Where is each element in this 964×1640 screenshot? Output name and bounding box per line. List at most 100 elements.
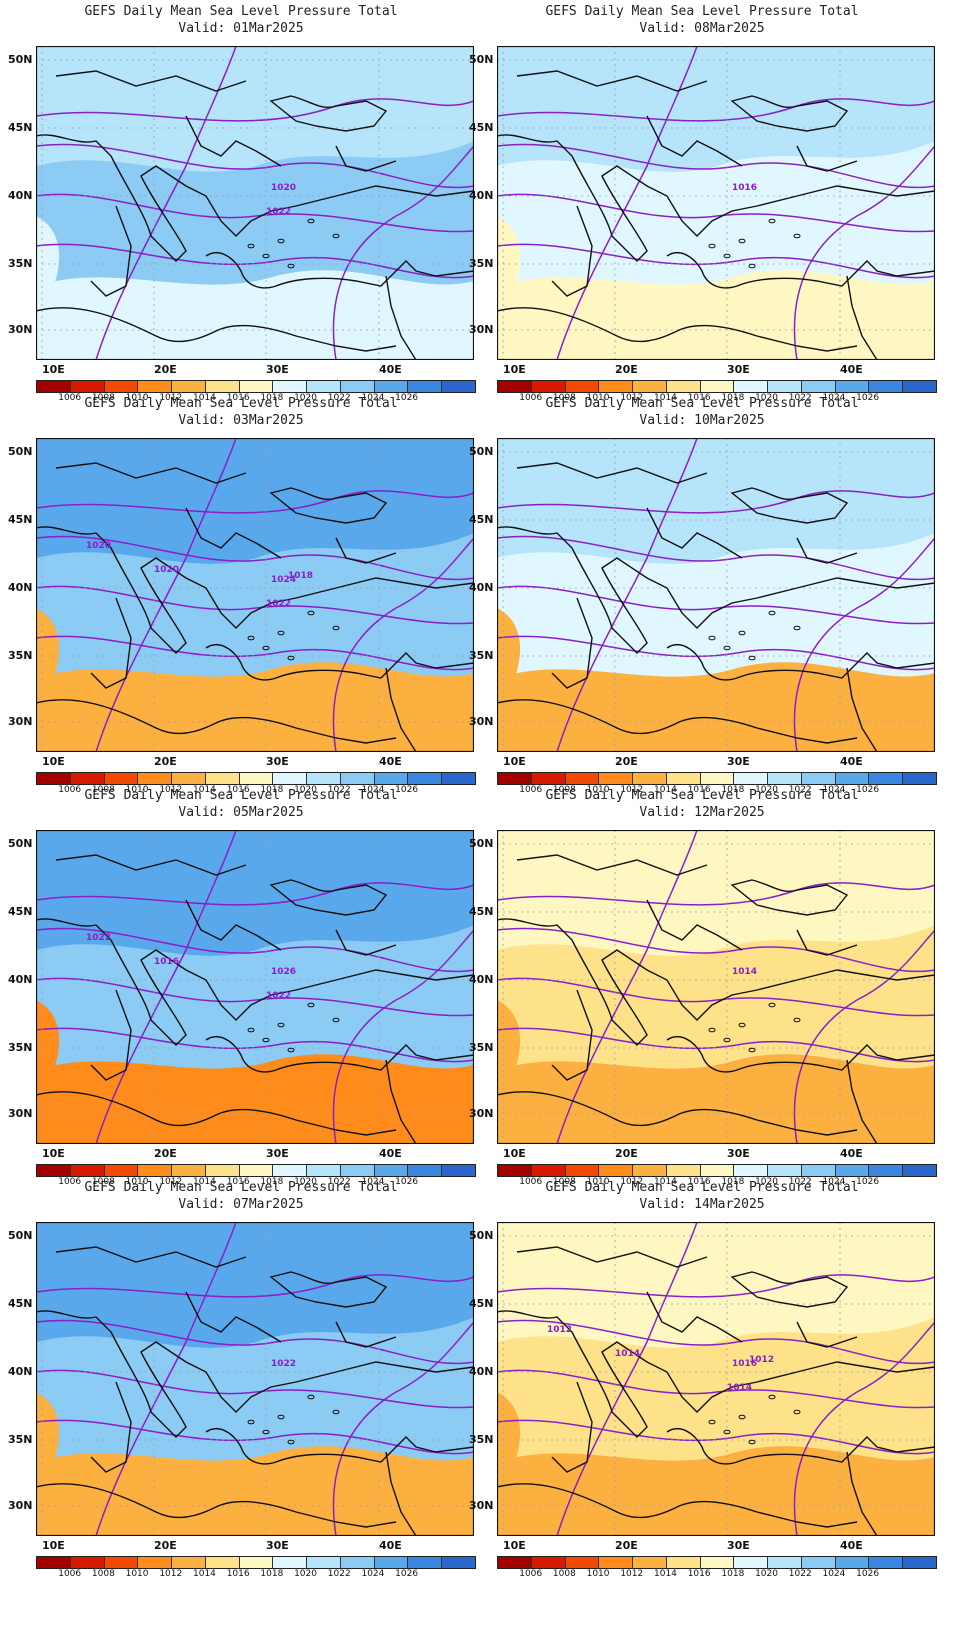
isobar-label: 1026 xyxy=(271,967,296,977)
panel-title: GEFS Daily Mean Sea Level Pressure Total xyxy=(84,1180,398,1195)
coastline-border xyxy=(385,1059,417,1144)
map-canvas: 1016 xyxy=(497,46,935,360)
isobar-label: 1016 xyxy=(154,957,179,967)
colorbar-swatch xyxy=(700,1165,735,1176)
pressure-field-south xyxy=(497,1446,935,1536)
coastline-border xyxy=(666,644,935,681)
isobar-contour xyxy=(36,193,474,233)
isobar-label: 1016 xyxy=(732,1359,757,1369)
colorbar-swatch xyxy=(374,773,409,784)
colorbar-label: 1014 xyxy=(193,393,216,403)
coastline-border xyxy=(516,70,708,92)
island-outline xyxy=(768,610,776,616)
coastline-border xyxy=(497,1310,935,1438)
island-outline xyxy=(287,1439,295,1445)
island-outline xyxy=(738,1022,746,1028)
lat-tick-label: 50N xyxy=(8,837,33,850)
isobar-contour xyxy=(497,535,935,581)
colorbar-swatch xyxy=(869,1165,904,1176)
isobar-contour xyxy=(332,1321,474,1536)
lon-tick-label: 30E xyxy=(266,755,289,768)
colorbar-swatch xyxy=(531,1557,566,1568)
colorbar xyxy=(36,1556,476,1569)
lon-tick-label: 10E xyxy=(42,1147,65,1160)
isobar-contour xyxy=(793,1321,935,1536)
lat-tick-label: 35N xyxy=(8,1433,33,1446)
colorbar-swatch xyxy=(104,1165,139,1176)
colorbar-swatch xyxy=(869,1557,904,1568)
lat-tick-label: 50N xyxy=(469,837,494,850)
colorbar-swatch xyxy=(239,773,274,784)
isobar-contour xyxy=(36,635,474,671)
island-outline xyxy=(748,655,756,661)
colorbar-swatch xyxy=(498,773,532,784)
isobar-label: 1012 xyxy=(547,1325,572,1335)
isobar-contour xyxy=(36,490,474,514)
coastline-border xyxy=(269,487,388,524)
lat-tick-label: 30N xyxy=(8,323,33,336)
island-outline xyxy=(287,263,295,269)
map-frame xyxy=(36,830,474,1144)
coastline-border xyxy=(497,134,935,262)
map-frame xyxy=(36,1222,474,1536)
island-outline xyxy=(768,218,776,224)
island-outline xyxy=(277,1022,285,1028)
coastline-border xyxy=(335,1321,397,1348)
isobar-contour xyxy=(95,438,237,752)
coastline-border xyxy=(205,1036,474,1073)
pressure-field-south xyxy=(497,270,935,360)
coastline-border xyxy=(36,918,474,1046)
pressure-map: 1026 1022 1022 1016 xyxy=(36,830,474,1144)
colorbar-label: 1018 xyxy=(721,1569,745,1579)
colorbar-label: 1022 xyxy=(788,393,812,403)
pressure-field-north xyxy=(36,1222,474,1348)
coastline-border xyxy=(646,507,743,559)
map-frame xyxy=(497,1222,935,1536)
colorbar-label: 1010 xyxy=(125,393,149,403)
colorbar-swatch xyxy=(307,381,341,392)
coastline-border xyxy=(666,252,935,289)
lat-tick-label: 45N xyxy=(469,1297,494,1310)
isobar-contour xyxy=(36,535,474,581)
map-canvas: 1022 xyxy=(36,1222,474,1536)
colorbar-swatch xyxy=(498,1557,532,1568)
lon-tick-label: 30E xyxy=(727,755,750,768)
coastline-border xyxy=(36,307,397,352)
coastline-border xyxy=(385,667,417,752)
map-canvas xyxy=(497,438,935,752)
lon-tick-label: 40E xyxy=(379,755,402,768)
colorbar-swatch xyxy=(531,381,566,392)
pressure-field-west xyxy=(36,1000,60,1100)
colorbar-swatch xyxy=(666,773,701,784)
colorbar-swatch xyxy=(408,1165,443,1176)
coastline-border xyxy=(846,667,878,752)
lat-tick-label: 30N xyxy=(8,1107,33,1120)
island-outline xyxy=(262,645,270,651)
coastline-border xyxy=(90,989,132,1081)
coastline-border xyxy=(36,1310,474,1438)
coastline-border xyxy=(269,1271,388,1308)
colorbar-label: 1008 xyxy=(91,393,115,403)
colorbar-label: 1024 xyxy=(822,785,846,795)
colorbar-swatch xyxy=(70,773,105,784)
island-outline xyxy=(768,1394,776,1400)
island-outline xyxy=(247,243,255,249)
isobar-contour xyxy=(36,585,474,625)
colorbar-swatch xyxy=(172,381,206,392)
colorbar-swatch xyxy=(408,773,443,784)
map-canvas: 1020 1022 xyxy=(36,46,474,360)
colorbar-label: 1026 xyxy=(395,1177,419,1187)
lon-tick-label: 10E xyxy=(503,363,526,376)
colorbar-label: 1012 xyxy=(620,393,644,403)
lon-tick-label: 40E xyxy=(379,363,402,376)
lat-tick-label: 30N xyxy=(469,1107,494,1120)
isobar-contour xyxy=(36,927,474,973)
isobar-contour xyxy=(95,830,237,1144)
colorbar-swatch xyxy=(565,773,600,784)
colorbar-swatch xyxy=(768,381,802,392)
island-outline xyxy=(793,233,801,239)
isobar-label: 1020 xyxy=(154,565,179,575)
colorbar xyxy=(36,772,476,785)
isobar-contour xyxy=(332,929,474,1144)
coastline-border xyxy=(36,699,397,744)
